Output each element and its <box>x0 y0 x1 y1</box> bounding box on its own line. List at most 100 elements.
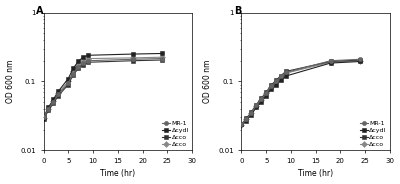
Δcco <box>279 74 284 77</box>
ΔcydI <box>56 90 61 92</box>
MR-1 <box>76 66 80 68</box>
Δcco <box>56 92 61 94</box>
Δcco <box>249 112 254 114</box>
Δcco <box>274 79 278 81</box>
MR-1 <box>358 58 363 60</box>
MR-1 <box>41 116 46 118</box>
Δcco <box>66 80 71 83</box>
Δcco <box>86 57 90 60</box>
ΔcydI <box>51 98 56 100</box>
Δcco <box>358 59 363 61</box>
Δcco <box>41 118 46 121</box>
Δcco <box>56 95 61 97</box>
Δcco <box>76 64 80 66</box>
MR-1 <box>269 85 274 87</box>
ΔcydI <box>269 88 274 90</box>
Δcco <box>254 104 259 106</box>
ΔcydI <box>274 84 278 86</box>
Δcco <box>66 84 71 86</box>
Δcco <box>239 123 244 125</box>
ΔcydI <box>358 60 363 63</box>
Δcco <box>71 74 76 76</box>
MR-1 <box>71 72 76 75</box>
Δcco <box>81 64 86 66</box>
Line: MR-1: MR-1 <box>239 57 362 126</box>
Line: Δcco: Δcco <box>239 59 362 128</box>
MR-1 <box>66 82 71 84</box>
Δcco <box>269 84 274 86</box>
Δcco <box>130 57 135 59</box>
MR-1 <box>160 57 165 60</box>
Δcco <box>264 91 268 93</box>
MR-1 <box>239 123 244 125</box>
Δcco <box>328 60 333 63</box>
MR-1 <box>279 75 284 78</box>
Δcco <box>284 72 288 74</box>
Δcco <box>46 109 51 112</box>
MR-1 <box>86 60 90 62</box>
Line: ΔcydI: ΔcydI <box>42 51 164 119</box>
ΔcydI <box>71 67 76 69</box>
Δcco <box>249 111 254 113</box>
Δcco <box>358 60 363 62</box>
Legend: MR-1, ΔcydI, Δcco, Δcco: MR-1, ΔcydI, Δcco, Δcco <box>161 120 190 148</box>
Legend: MR-1, ΔcydI, Δcco, Δcco: MR-1, ΔcydI, Δcco, Δcco <box>359 120 388 148</box>
Δcco <box>259 97 264 99</box>
ΔcydI <box>41 116 46 118</box>
ΔcydI <box>46 106 51 109</box>
Text: B: B <box>234 6 241 16</box>
Δcco <box>130 60 135 62</box>
Δcco <box>46 108 51 110</box>
Δcco <box>269 86 274 88</box>
Y-axis label: OD 600 nm: OD 600 nm <box>204 60 212 103</box>
MR-1 <box>81 62 86 64</box>
ΔcydI <box>264 95 268 97</box>
Line: MR-1: MR-1 <box>42 56 164 119</box>
Line: Δcco: Δcco <box>239 58 362 126</box>
Δcco <box>71 70 76 72</box>
MR-1 <box>328 60 333 62</box>
Δcco <box>274 81 278 83</box>
Δcco <box>244 117 249 120</box>
ΔcydI <box>239 123 244 125</box>
MR-1 <box>51 101 56 103</box>
ΔcydI <box>130 53 135 55</box>
Δcco <box>254 105 259 107</box>
Δcco <box>259 99 264 101</box>
Line: ΔcydI: ΔcydI <box>239 59 362 126</box>
Δcco <box>284 70 288 72</box>
ΔcydI <box>249 114 254 116</box>
Y-axis label: OD 600 nm: OD 600 nm <box>6 60 14 103</box>
MR-1 <box>274 80 278 83</box>
Δcco <box>160 59 165 61</box>
Δcco <box>41 117 46 120</box>
Δcco <box>328 61 333 63</box>
Δcco <box>239 124 244 126</box>
Δcco <box>51 102 56 105</box>
MR-1 <box>46 108 51 110</box>
ΔcydI <box>76 60 80 63</box>
ΔcydI <box>259 101 264 103</box>
X-axis label: Time (hr): Time (hr) <box>298 169 333 178</box>
X-axis label: Time (hr): Time (hr) <box>100 169 135 178</box>
ΔcydI <box>254 106 259 109</box>
ΔcydI <box>328 62 333 64</box>
MR-1 <box>249 112 254 114</box>
ΔcydI <box>160 52 165 55</box>
ΔcydI <box>81 56 86 58</box>
Δcco <box>51 100 56 102</box>
Text: A: A <box>36 6 44 16</box>
MR-1 <box>130 58 135 60</box>
Line: Δcco: Δcco <box>42 55 164 121</box>
ΔcydI <box>244 119 249 122</box>
ΔcydI <box>279 79 284 81</box>
Δcco <box>76 67 80 69</box>
MR-1 <box>284 71 288 74</box>
Δcco <box>81 60 86 62</box>
MR-1 <box>244 118 249 121</box>
MR-1 <box>56 93 61 95</box>
Δcco <box>244 118 249 121</box>
MR-1 <box>254 104 259 106</box>
ΔcydI <box>86 54 90 56</box>
MR-1 <box>259 98 264 100</box>
